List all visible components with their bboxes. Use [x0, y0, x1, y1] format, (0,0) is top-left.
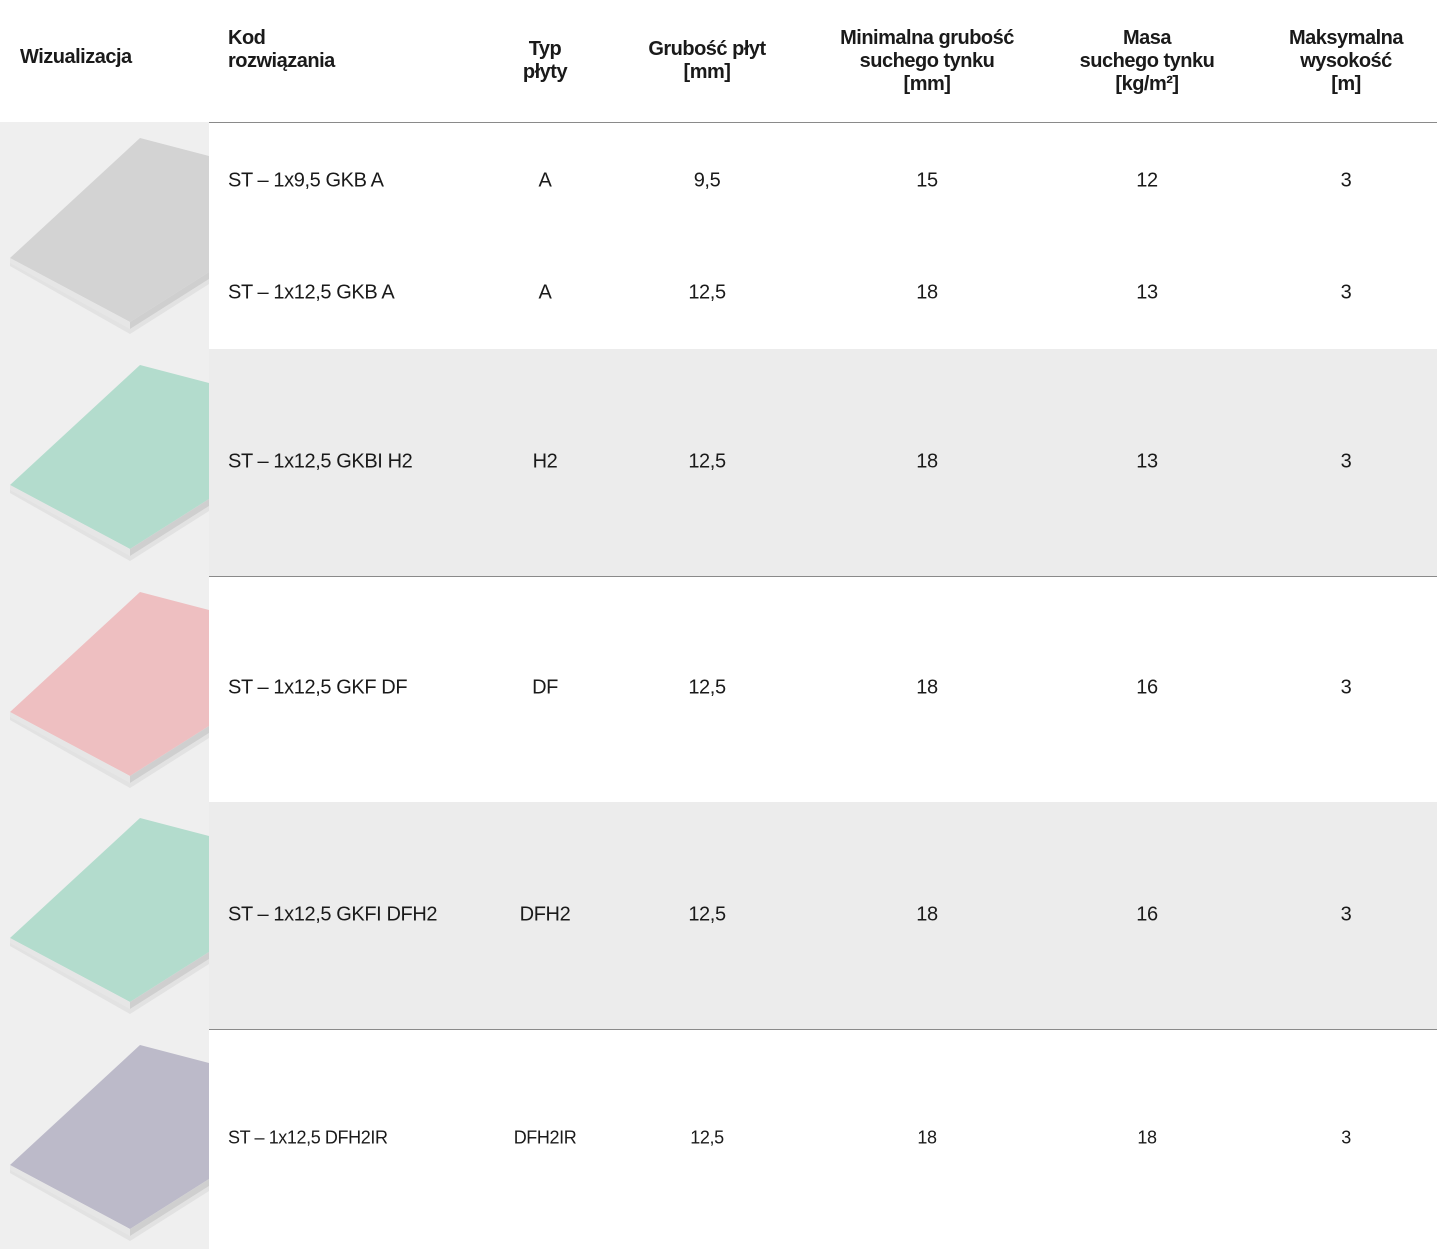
row-rule: [0, 1029, 1437, 1030]
board-image: [0, 802, 209, 1029]
cell: 3: [1340, 450, 1352, 472]
cell: 18: [1137, 1127, 1157, 1148]
cell: H2: [532, 450, 558, 472]
cell: 18: [917, 1127, 937, 1148]
column-header: Kod rozwiązania: [228, 27, 335, 72]
solution-code: ST – 1x12,5 GKFI DFH2: [228, 903, 438, 925]
cell: 3: [1340, 676, 1352, 699]
cell: 3: [1340, 903, 1352, 925]
board-image: [0, 122, 209, 349]
cell: 12,5: [690, 1127, 724, 1148]
cell: 16: [1136, 676, 1158, 699]
cell: 12,5: [688, 450, 726, 472]
cell: 3: [1340, 281, 1352, 304]
cell: 12,5: [688, 281, 726, 304]
cell: 9,5: [693, 169, 721, 192]
cell: 18: [916, 676, 938, 699]
cell: 3: [1341, 1127, 1351, 1148]
column-header: Typ płyty: [522, 38, 568, 83]
cell: 16: [1136, 903, 1158, 925]
row-shade: [209, 349, 1437, 576]
solution-code: ST – 1x12,5 GKB A: [228, 281, 395, 304]
column-header: Minimalna grubość suchego tynku [mm]: [840, 26, 1014, 95]
cell: 18: [916, 903, 938, 925]
cell: 15: [916, 169, 938, 192]
cell: 13: [1136, 450, 1158, 472]
column-header: Masa suchego tynku [kg/m²]: [1079, 26, 1215, 95]
column-header: Maksymalna wysokość [m]: [1289, 26, 1403, 95]
column-header: Grubość płyt [mm]: [648, 38, 766, 83]
board-image: [0, 576, 209, 802]
cell: DFH2IR: [513, 1127, 577, 1148]
cell: 13: [1136, 281, 1158, 304]
board-image: [0, 1029, 209, 1249]
solution-code: ST – 1x12,5 GKF DF: [228, 676, 408, 699]
row-shade: [209, 802, 1437, 1029]
cell: 18: [916, 450, 938, 472]
cell: DF: [532, 676, 558, 699]
column-header: Wizualizacja: [20, 46, 132, 68]
solution-code: ST – 1x12,5 DFH2IR: [228, 1127, 388, 1148]
cell: 3: [1340, 169, 1352, 192]
board-image: [0, 349, 209, 576]
cell: 12,5: [688, 676, 726, 699]
cell: 12,5: [688, 903, 726, 925]
cell: 12: [1136, 169, 1158, 192]
cell: A: [538, 169, 552, 192]
row-rule: [0, 576, 1437, 577]
cell: A: [538, 281, 552, 304]
cell: DFH2: [519, 903, 571, 925]
solution-code: ST – 1x12,5 GKBI H2: [228, 450, 413, 472]
header-rule: [0, 122, 1437, 123]
cell: 18: [916, 281, 938, 304]
solution-code: ST – 1x9,5 GKB A: [228, 169, 384, 192]
